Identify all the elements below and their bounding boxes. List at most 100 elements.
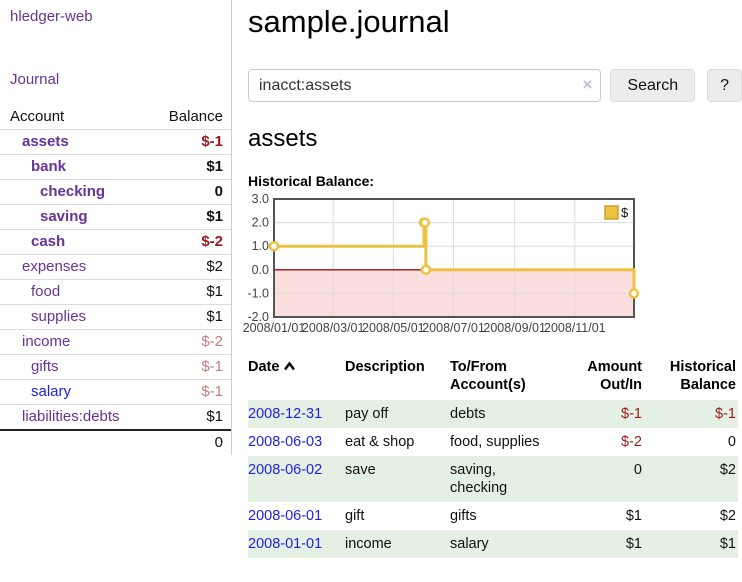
account-row: liabilities:debts $1 xyxy=(0,404,231,429)
search-box: × xyxy=(248,69,602,102)
x-tick-label: 2008/09/01 xyxy=(483,321,546,335)
transaction-amount: $1 xyxy=(625,508,642,524)
transaction-description: pay off xyxy=(345,400,450,428)
transaction-accounts: gifts xyxy=(450,508,477,524)
account-balance: $1 xyxy=(206,308,223,325)
account-balance: $1 xyxy=(206,158,223,175)
col-header-tofrom: To/From Account(s) xyxy=(450,359,526,393)
transaction-amount: 0 xyxy=(582,456,644,502)
col-header-balance: Historical Balance xyxy=(669,359,736,393)
accounts-table-header: Account Balance xyxy=(0,105,231,129)
account-link[interactable]: cash xyxy=(31,233,66,250)
transaction-accounts: salary xyxy=(450,530,582,558)
y-tick-label: 2.0 xyxy=(252,216,269,230)
y-tick-label: 0.0 xyxy=(252,263,269,277)
main-content: sample.journal × Search ? assets Histori… xyxy=(243,0,742,558)
sidebar-item-journal[interactable]: Journal xyxy=(10,71,60,88)
legend-label: $ xyxy=(621,205,629,220)
register-header-row: Date Description To/From Account(s) Amoun… xyxy=(248,354,738,400)
search-form: × Search ? xyxy=(248,69,742,102)
y-tick-label: 3.0 xyxy=(252,192,269,206)
account-link[interactable]: saving xyxy=(40,208,88,225)
page-title: sample.journal xyxy=(248,4,450,39)
account-link[interactable]: gifts xyxy=(31,358,59,375)
transaction-accounts: food, supplies xyxy=(450,434,540,450)
transaction-balance: $1 xyxy=(644,530,738,558)
transaction-balance: $2 xyxy=(719,508,736,524)
account-row: assets $-1 xyxy=(0,129,231,154)
transaction-description: save xyxy=(345,456,450,502)
data-point-marker xyxy=(268,240,280,252)
account-row: saving $1 xyxy=(0,204,231,229)
transaction-description: eat & shop xyxy=(345,434,415,450)
transaction-row: 2008-12-31 pay off debts $-1 $-1 xyxy=(248,400,738,428)
transaction-date-link[interactable]: 2008-06-02 xyxy=(248,462,323,478)
accounts-total: 0 xyxy=(0,429,231,455)
transaction-row: 2008-06-02 save saving, checking 0 $2 xyxy=(248,456,738,502)
x-tick-label: 2008/01/01 xyxy=(243,321,306,335)
register-table: Date Description To/From Account(s) Amoun… xyxy=(248,354,738,558)
app-title-link[interactable]: hledger-web xyxy=(10,8,93,25)
help-button[interactable]: ? xyxy=(707,69,742,102)
search-input[interactable] xyxy=(248,69,602,102)
account-balance: $2 xyxy=(206,258,223,275)
transaction-amount: $-2 xyxy=(621,434,642,450)
transaction-description: income xyxy=(345,530,450,558)
data-point-marker xyxy=(419,217,431,228)
account-link[interactable]: liabilities:debts xyxy=(22,408,120,425)
transaction-balance: $-1 xyxy=(644,400,738,428)
search-button[interactable]: Search xyxy=(610,69,696,102)
chart-title: Historical Balance: xyxy=(248,173,375,189)
y-tick-label: -2.0 xyxy=(247,310,269,324)
x-tick-label: 2008/11/01 xyxy=(544,321,606,335)
transaction-amount: $-1 xyxy=(582,400,644,428)
account-link[interactable]: checking xyxy=(40,183,106,200)
transaction-row: 2008-06-03 eat & shop food, supplies $-2 0 xyxy=(248,428,738,456)
account-link[interactable]: salary xyxy=(31,383,72,400)
transaction-amount: $1 xyxy=(582,530,644,558)
account-link[interactable]: assets xyxy=(22,133,69,150)
account-balance: $-1 xyxy=(201,383,223,400)
account-balance: 0 xyxy=(214,183,223,200)
accounts-header-account: Account xyxy=(10,108,65,125)
x-tick-label: 2008/05/01 xyxy=(362,321,425,335)
account-link[interactable]: supplies xyxy=(31,308,87,325)
transaction-date-link[interactable]: 2008-06-03 xyxy=(248,434,323,450)
transaction-row: 2008-06-01 gift gifts $1 $2 xyxy=(248,502,738,530)
col-header-amount: Amount Out/In xyxy=(587,359,642,393)
clear-search-icon[interactable]: × xyxy=(582,75,593,94)
sidebar: hledger-web Journal Account Balance asse… xyxy=(0,0,232,455)
account-row: income $-2 xyxy=(0,329,231,354)
account-row: salary $-1 xyxy=(0,379,231,404)
account-link[interactable]: food xyxy=(31,283,61,300)
account-row: gifts $-1 xyxy=(0,354,231,379)
historical-balance-chart: $3.0 2.0 1.0 0.0 -1.0 -2.0 2008/01/01 2008/03/0… xyxy=(243,192,648,337)
account-row: bank $1 xyxy=(0,154,231,179)
account-balance: $-1 xyxy=(201,358,223,375)
account-row: supplies $1 xyxy=(0,304,231,329)
transaction-row: 2008-01-01 income salary $1 $1 xyxy=(248,530,738,558)
account-row: expenses $2 xyxy=(0,254,231,279)
transaction-balance: $2 xyxy=(644,456,738,502)
transaction-date-link[interactable]: 2008-06-01 xyxy=(248,508,323,524)
accounts-rows: assets $-1 bank $1 checking 0 saving $1 cash $-2 e… xyxy=(0,129,231,429)
accounts-table: Account Balance assets $-1 bank $1 checking 0… xyxy=(0,105,231,455)
account-link[interactable]: bank xyxy=(31,158,67,175)
transaction-date-link[interactable]: 2008-12-31 xyxy=(248,406,323,422)
data-point-marker xyxy=(420,264,432,276)
account-balance: $-2 xyxy=(201,333,223,350)
account-heading: assets xyxy=(248,125,318,152)
col-header-description: Description xyxy=(345,359,425,375)
transaction-date-link[interactable]: 2008-01-01 xyxy=(248,536,323,552)
account-link[interactable]: income xyxy=(22,333,71,350)
plot-border xyxy=(273,198,635,318)
data-point-marker xyxy=(628,288,640,299)
account-link[interactable]: expenses xyxy=(22,258,87,275)
y-tick-label: -1.0 xyxy=(247,286,269,300)
col-header-date[interactable]: Date xyxy=(248,354,345,400)
transaction-accounts: saving, checking xyxy=(450,456,582,502)
account-row: food $1 xyxy=(0,279,231,304)
y-tick-label: 1.0 xyxy=(252,239,269,253)
transaction-balance: 0 xyxy=(727,434,736,450)
sort-asc-icon xyxy=(283,358,296,376)
